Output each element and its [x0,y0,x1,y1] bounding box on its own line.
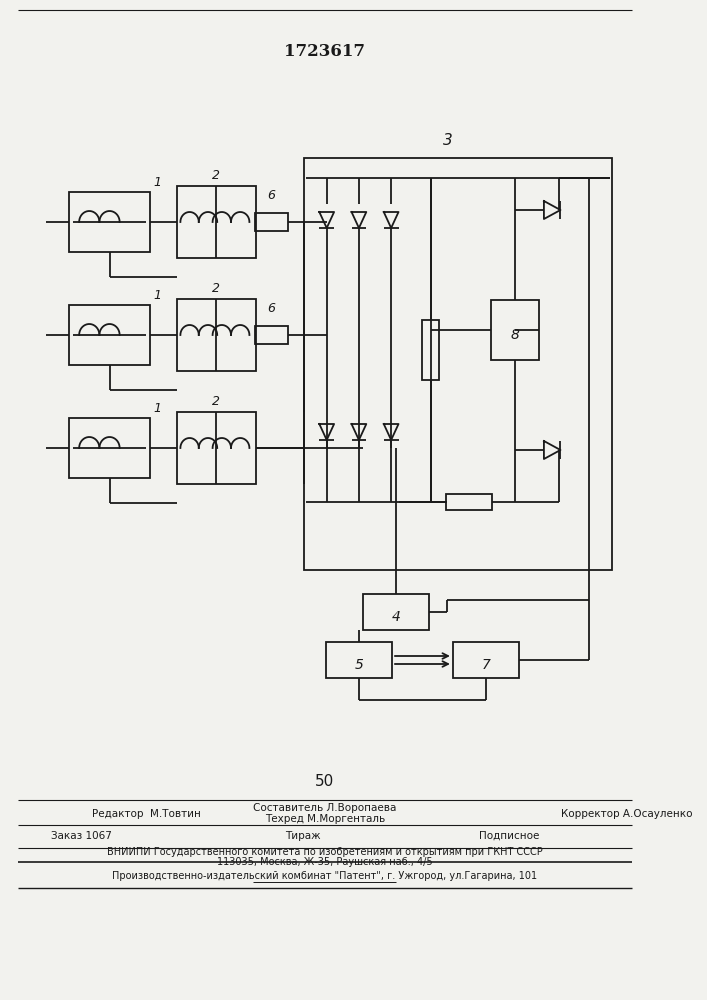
Text: 6: 6 [267,302,276,315]
Text: Редактор  М.Товтин: Редактор М.Товтин [92,809,201,819]
Text: Составитель Л.Воропаева: Составитель Л.Воропаева [253,803,397,813]
Text: 7: 7 [481,658,491,672]
Text: 8: 8 [511,328,520,342]
Text: 2: 2 [212,395,221,408]
Bar [363,594,429,630]
Bar [491,300,539,360]
Bar [177,299,256,371]
Text: Тираж: Тираж [286,831,321,841]
Bar [69,192,150,252]
Text: 1: 1 [153,176,162,189]
Text: 5: 5 [354,658,363,672]
Text: 1: 1 [153,289,162,302]
Text: 2: 2 [212,282,221,295]
Bar [69,418,150,478]
Bar [452,642,519,678]
Text: ВНИИПИ Государственного комитета по изобретениям и открытиям при ГКНТ СССР: ВНИИПИ Государственного комитета по изоб… [107,847,543,857]
Bar [255,326,288,344]
Text: 3: 3 [443,133,453,148]
Bar [304,158,612,570]
Text: Корректор А.Осауленко: Корректор А.Осауленко [561,809,693,819]
Text: 2: 2 [212,169,221,182]
Text: 4: 4 [391,610,400,624]
Text: Производственно-издательский комбинат "Патент", г. Ужгород, ул.Гагарина, 101: Производственно-издательский комбинат "П… [112,871,537,881]
Bar [255,213,288,231]
Bar [446,494,492,510]
Text: 113035, Москва, Ж-35, Раушская наб., 4/5: 113035, Москва, Ж-35, Раушская наб., 4/5 [217,857,433,867]
Text: Заказ 1067: Заказ 1067 [51,831,112,841]
Bar [423,320,439,380]
Text: Техред М.Моргенталь: Техред М.Моргенталь [264,814,385,824]
Bar [69,305,150,365]
Bar [177,186,256,258]
Bar [326,642,392,678]
Text: 6: 6 [267,189,276,202]
Text: 50: 50 [315,774,334,790]
Text: Подписное: Подписное [479,831,539,841]
Bar [177,412,256,484]
Text: 1723617: 1723617 [284,43,366,60]
Text: 1: 1 [153,402,162,415]
